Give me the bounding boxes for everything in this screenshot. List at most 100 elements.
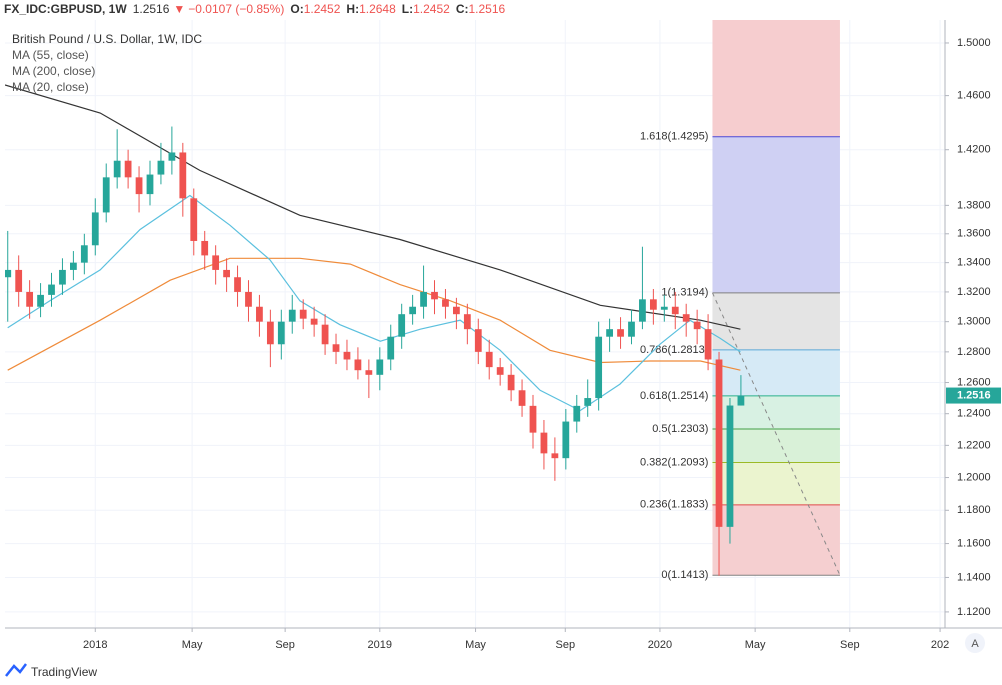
x-tick-label: 2018 xyxy=(83,639,107,651)
y-tick-label: 1.2600 xyxy=(957,376,991,388)
y-tick-label: 1.3200 xyxy=(957,286,991,298)
legend-entry: MA (200, close) xyxy=(12,64,95,78)
x-tick-label: May xyxy=(465,639,486,651)
candle-body xyxy=(26,291,34,307)
header: FX_IDC:GBPUSD, 1W 1.2516 ▼ −0.0107 (−0.85%)… xyxy=(4,2,506,16)
candle-body xyxy=(212,255,220,270)
candle-body xyxy=(617,329,624,337)
candle-body xyxy=(704,329,712,360)
legend-entry: MA (55, close) xyxy=(12,48,89,62)
arrow: ▼ xyxy=(173,2,185,16)
y-tick-label: 1.2800 xyxy=(957,346,991,358)
x-tick-label: 2020 xyxy=(648,639,672,651)
fib-label: 0.236(1.1833) xyxy=(640,499,709,511)
button-label: A xyxy=(971,638,979,650)
change: −0.0107 (−0.85%) xyxy=(188,2,284,16)
candle-body xyxy=(463,314,471,330)
candle-body xyxy=(102,177,110,213)
fib-band xyxy=(712,504,840,576)
ohlc-label: O: xyxy=(290,2,303,16)
y-tick-label: 1.3400 xyxy=(957,257,991,269)
y-tick-label: 1.1200 xyxy=(957,606,991,618)
fib-band xyxy=(712,20,840,137)
candle-body xyxy=(70,262,77,270)
fib-band xyxy=(712,292,840,350)
y-tick-label: 1.5000 xyxy=(957,37,991,49)
candle-body xyxy=(474,329,482,352)
y-tick-label: 1.1800 xyxy=(957,504,991,516)
y-tick-label: 1.2000 xyxy=(957,471,991,483)
fib-label: 1.618(1.4295) xyxy=(640,131,709,143)
candle-body xyxy=(332,344,340,352)
candle-body xyxy=(507,374,515,391)
y-tick-label: 1.4600 xyxy=(957,90,991,102)
ohlc-label: H: xyxy=(346,2,359,16)
candle-body xyxy=(660,306,668,310)
candle-body xyxy=(48,284,55,295)
x-tick-label: Sep xyxy=(555,639,575,651)
candle-body xyxy=(343,351,351,360)
symbol: FX_IDC:GBPUSD, 1W xyxy=(4,2,127,16)
candle-body xyxy=(37,294,44,307)
candle-body xyxy=(639,299,646,322)
ohlc-value: 1.2516 xyxy=(468,2,505,16)
candle-body xyxy=(606,329,613,337)
x-tick-label: 2019 xyxy=(368,639,392,651)
y-tick-label: 1.3600 xyxy=(957,228,991,240)
candle-body xyxy=(573,405,581,422)
ohlc-value: 1.2648 xyxy=(359,2,396,16)
candle-body xyxy=(5,269,12,278)
fib-label: 0.382(1.2093) xyxy=(640,456,709,468)
last: 1.2516 xyxy=(133,2,170,16)
candle-body xyxy=(365,370,373,375)
fib-band xyxy=(712,462,840,505)
candle-body xyxy=(354,359,362,371)
candle-body xyxy=(80,245,88,263)
brand-logo xyxy=(5,663,27,677)
candles xyxy=(5,126,745,576)
candle-body xyxy=(179,152,187,199)
candle-body xyxy=(266,321,274,345)
candle-body xyxy=(59,269,66,285)
candle-body xyxy=(245,291,252,307)
candle-body xyxy=(256,306,263,322)
candle-body xyxy=(453,306,460,315)
candle-body xyxy=(737,395,745,406)
auto-scale-button[interactable]: A xyxy=(965,633,985,653)
candle-body xyxy=(496,367,504,375)
fib-band xyxy=(712,136,840,293)
candle-body xyxy=(562,421,570,459)
x-tick-label: Sep xyxy=(840,639,860,651)
fib-label: 0.5(1.2303) xyxy=(652,423,708,435)
candle-body xyxy=(135,177,143,195)
ma-line xyxy=(5,84,741,330)
brand-name: TradingView xyxy=(31,665,97,679)
candle-body xyxy=(157,160,165,175)
candle-body xyxy=(431,291,438,300)
candle-body xyxy=(321,324,329,345)
ohlc-label: C: xyxy=(456,2,469,16)
candle-body xyxy=(124,160,132,178)
x-tick-label: Sep xyxy=(275,639,295,651)
candle-body xyxy=(420,291,427,307)
y-tick-label: 1.1400 xyxy=(957,571,991,583)
candle-body xyxy=(310,318,318,325)
brand[interactable]: TradingView xyxy=(5,663,97,679)
candle-body xyxy=(726,405,734,527)
candle-body xyxy=(671,306,679,315)
candle-body xyxy=(168,152,176,161)
y-tick-label: 1.4200 xyxy=(957,144,991,156)
ohlc-value: 1.2452 xyxy=(304,2,341,16)
fib-retracement[interactable]: 1.618(1.4295)1(1.3194)0.786(1.2813)0.618… xyxy=(640,20,841,581)
candle-body xyxy=(277,321,285,345)
last-price-label: 1.2516 xyxy=(957,389,991,401)
fib-band xyxy=(712,395,840,429)
candle-body xyxy=(387,336,395,360)
y-tick-label: 1.2200 xyxy=(957,439,991,451)
candle-body xyxy=(584,398,592,406)
axes: 1.5000 1.4600 1.4200 1.3800 1.3600 1.3400 1.32… xyxy=(5,20,1002,651)
candle-body xyxy=(693,321,701,330)
candle-body xyxy=(201,240,209,256)
candle-body xyxy=(649,299,657,310)
